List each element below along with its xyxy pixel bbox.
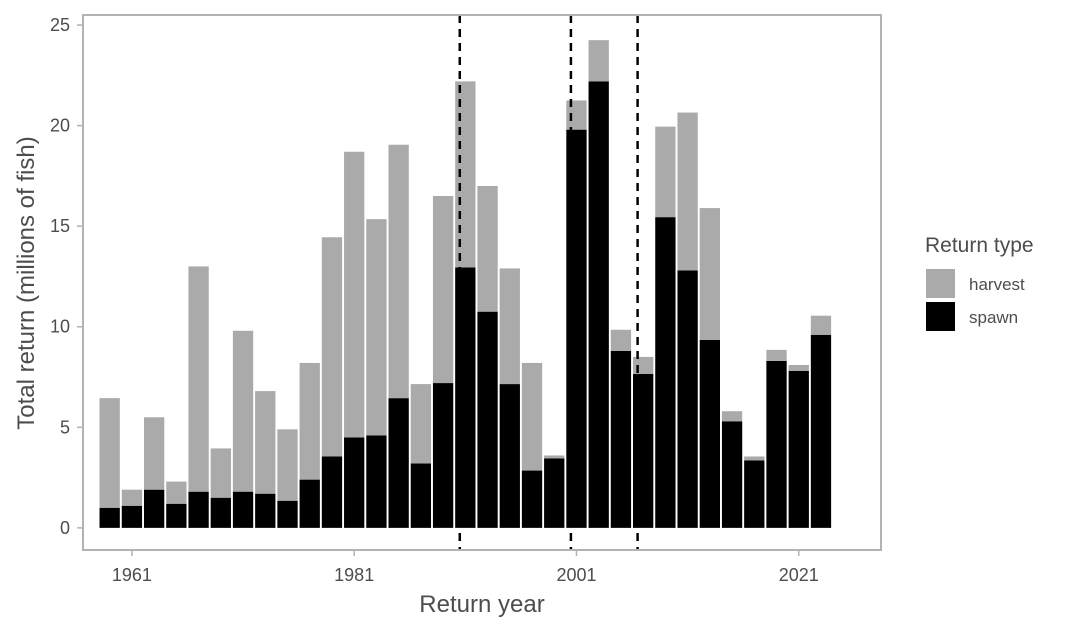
bar-harvest-1975 — [277, 429, 298, 501]
bar-spawn-1963 — [143, 489, 165, 528]
bar-harvest-2011 — [677, 112, 698, 271]
bar-spawn-2001 — [566, 129, 587, 528]
bar-harvest-1965 — [166, 481, 187, 504]
bar-spawn-1997 — [521, 470, 543, 528]
bar-spawn-1971 — [232, 491, 254, 528]
bar-harvest-2003 — [588, 40, 609, 82]
bar-harvest-1973 — [255, 391, 276, 494]
bar-harvest-2005 — [610, 329, 632, 351]
bar-harvest-2015 — [721, 411, 743, 422]
y-tick-label-20: 20 — [50, 116, 70, 136]
bar-spawn-2007 — [633, 374, 654, 528]
y-axis-title: Total return (millions of fish) — [13, 136, 40, 429]
bar-spawn-1987 — [410, 463, 432, 528]
y-tick-label-10: 10 — [50, 317, 70, 337]
bar-harvest-2013 — [699, 208, 720, 340]
bar-spawn-1961 — [121, 505, 143, 528]
bar-spawn-2015 — [721, 421, 743, 528]
bar-harvest-2009 — [655, 126, 676, 218]
bar-harvest-1967 — [188, 266, 209, 492]
legend-label-spawn: spawn — [969, 308, 1018, 327]
bar-spawn-1999 — [544, 458, 565, 528]
bar-spawn-1993 — [477, 311, 498, 528]
bar-harvest-1995 — [499, 268, 520, 385]
legend-label-harvest: harvest — [969, 275, 1025, 294]
bar-harvest-1989 — [432, 196, 454, 384]
bar-harvest-2023 — [810, 315, 832, 335]
bar-harvest-1959 — [99, 398, 120, 508]
bar-harvest-2001 — [566, 100, 587, 130]
bar-harvest-1969 — [210, 448, 231, 498]
bar-harvest-2019 — [766, 349, 787, 361]
bar-spawn-2019 — [766, 360, 787, 528]
bar-harvest-1979 — [321, 237, 343, 457]
legend: Return type harvest spawn — [925, 234, 1034, 331]
bar-harvest-2021 — [788, 364, 809, 371]
bar-spawn-1979 — [321, 456, 343, 528]
y-tick-label-0: 0 — [60, 518, 70, 538]
x-axis-title: Return year — [419, 591, 544, 618]
x-tick-label-2021: 2021 — [779, 565, 819, 585]
bar-spawn-1991 — [455, 267, 476, 528]
bar-spawn-1983 — [366, 435, 387, 528]
panel-border — [82, 14, 882, 551]
bar-spawn-2003 — [588, 81, 609, 528]
x-tick-label-1961: 1961 — [112, 565, 152, 585]
y-tick-label-15: 15 — [50, 216, 70, 236]
bar-spawn-2011 — [677, 270, 698, 528]
bar-spawn-2023 — [810, 334, 832, 528]
bar-harvest-2007 — [633, 356, 654, 375]
bar-harvest-1987 — [410, 384, 432, 464]
bar-spawn-2005 — [610, 350, 632, 528]
bar-harvest-2017 — [744, 456, 765, 461]
bar-harvest-1977 — [299, 362, 320, 480]
bar-spawn-1985 — [388, 398, 409, 528]
bar-harvest-1971 — [232, 330, 254, 492]
bar-harvest-1985 — [388, 144, 409, 399]
bar-spawn-1973 — [255, 493, 276, 528]
legend-entries: harvest spawn — [926, 269, 1025, 331]
legend-title: Return type — [925, 234, 1034, 257]
y-tick-label-25: 25 — [50, 15, 70, 35]
bar-spawn-2009 — [655, 217, 676, 528]
bar-spawn-1959 — [99, 507, 120, 528]
bar-harvest-1993 — [477, 185, 498, 312]
bar-spawn-2013 — [699, 339, 720, 528]
legend-key-spawn — [926, 302, 955, 331]
bar-spawn-1967 — [188, 491, 209, 528]
y-tick-label-5: 5 — [60, 417, 70, 437]
bar-harvest-1991 — [455, 81, 476, 268]
bar-spawn-1977 — [299, 479, 320, 528]
bar-harvest-1997 — [521, 362, 543, 471]
x-tick-label-2001: 2001 — [556, 565, 596, 585]
bar-spawn-1981 — [344, 437, 365, 528]
bar-harvest-1999 — [544, 455, 565, 459]
bar-spawn-1975 — [277, 500, 298, 528]
bar-harvest-1963 — [143, 417, 165, 490]
reference-lines — [458, 15, 639, 550]
bar-harvest-1983 — [366, 219, 387, 436]
x-tick-label-1981: 1981 — [334, 565, 374, 585]
bars-layer — [99, 40, 832, 528]
bar-spawn-1965 — [166, 503, 187, 528]
bar-spawn-1969 — [210, 497, 231, 528]
bar-harvest-1981 — [344, 151, 365, 438]
bar-spawn-2017 — [744, 460, 765, 528]
bar-spawn-1989 — [432, 383, 454, 528]
bar-harvest-1961 — [121, 489, 143, 506]
bar-spawn-2021 — [788, 370, 809, 528]
x-axis: 1961 1981 2001 2021 — [112, 550, 819, 585]
y-axis: 0 5 10 15 20 25 — [50, 15, 83, 538]
bar-spawn-1995 — [499, 384, 520, 528]
legend-key-harvest — [926, 269, 955, 298]
